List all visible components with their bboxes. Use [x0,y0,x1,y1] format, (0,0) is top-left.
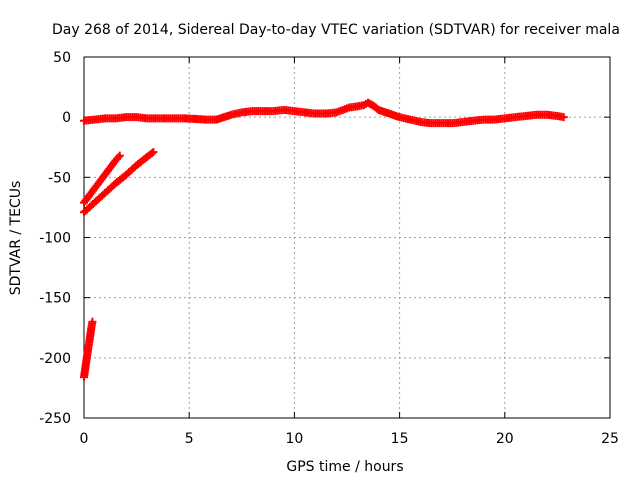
x-tick-label: 0 [80,431,89,447]
x-tick-label: 10 [285,431,303,447]
axis-ticks: 0 5 10 15 20 25 -250 -200 -150 -100 -50 0 50 [39,50,619,447]
y-tick-label: 0 [62,110,71,126]
y-tick-label: -150 [39,291,71,307]
x-tick-label: 25 [601,431,619,447]
y-tick-label: -50 [48,170,71,186]
y-tick-label: -200 [39,351,71,367]
x-tick-label: 20 [496,431,514,447]
segment-2-point [114,153,123,162]
segment-3-point [147,149,156,158]
segment-3-point [149,148,158,157]
segment-2-point [115,151,124,160]
main-track-point [559,113,568,122]
data-markers [80,98,568,382]
y-axis-label: SDTVAR / TECUs [8,181,24,296]
segment-4-point [88,317,97,326]
x-tick-label: 5 [185,431,194,447]
x-axis-label: GPS time / hours [286,459,403,475]
chart-title: Day 268 of 2014, Sidereal Day-to-day VTE… [52,22,620,38]
x-tick-label: 15 [391,431,409,447]
y-tick-label: -250 [39,411,71,427]
y-tick-label: -100 [39,231,71,247]
y-tick-label: 50 [53,50,71,66]
